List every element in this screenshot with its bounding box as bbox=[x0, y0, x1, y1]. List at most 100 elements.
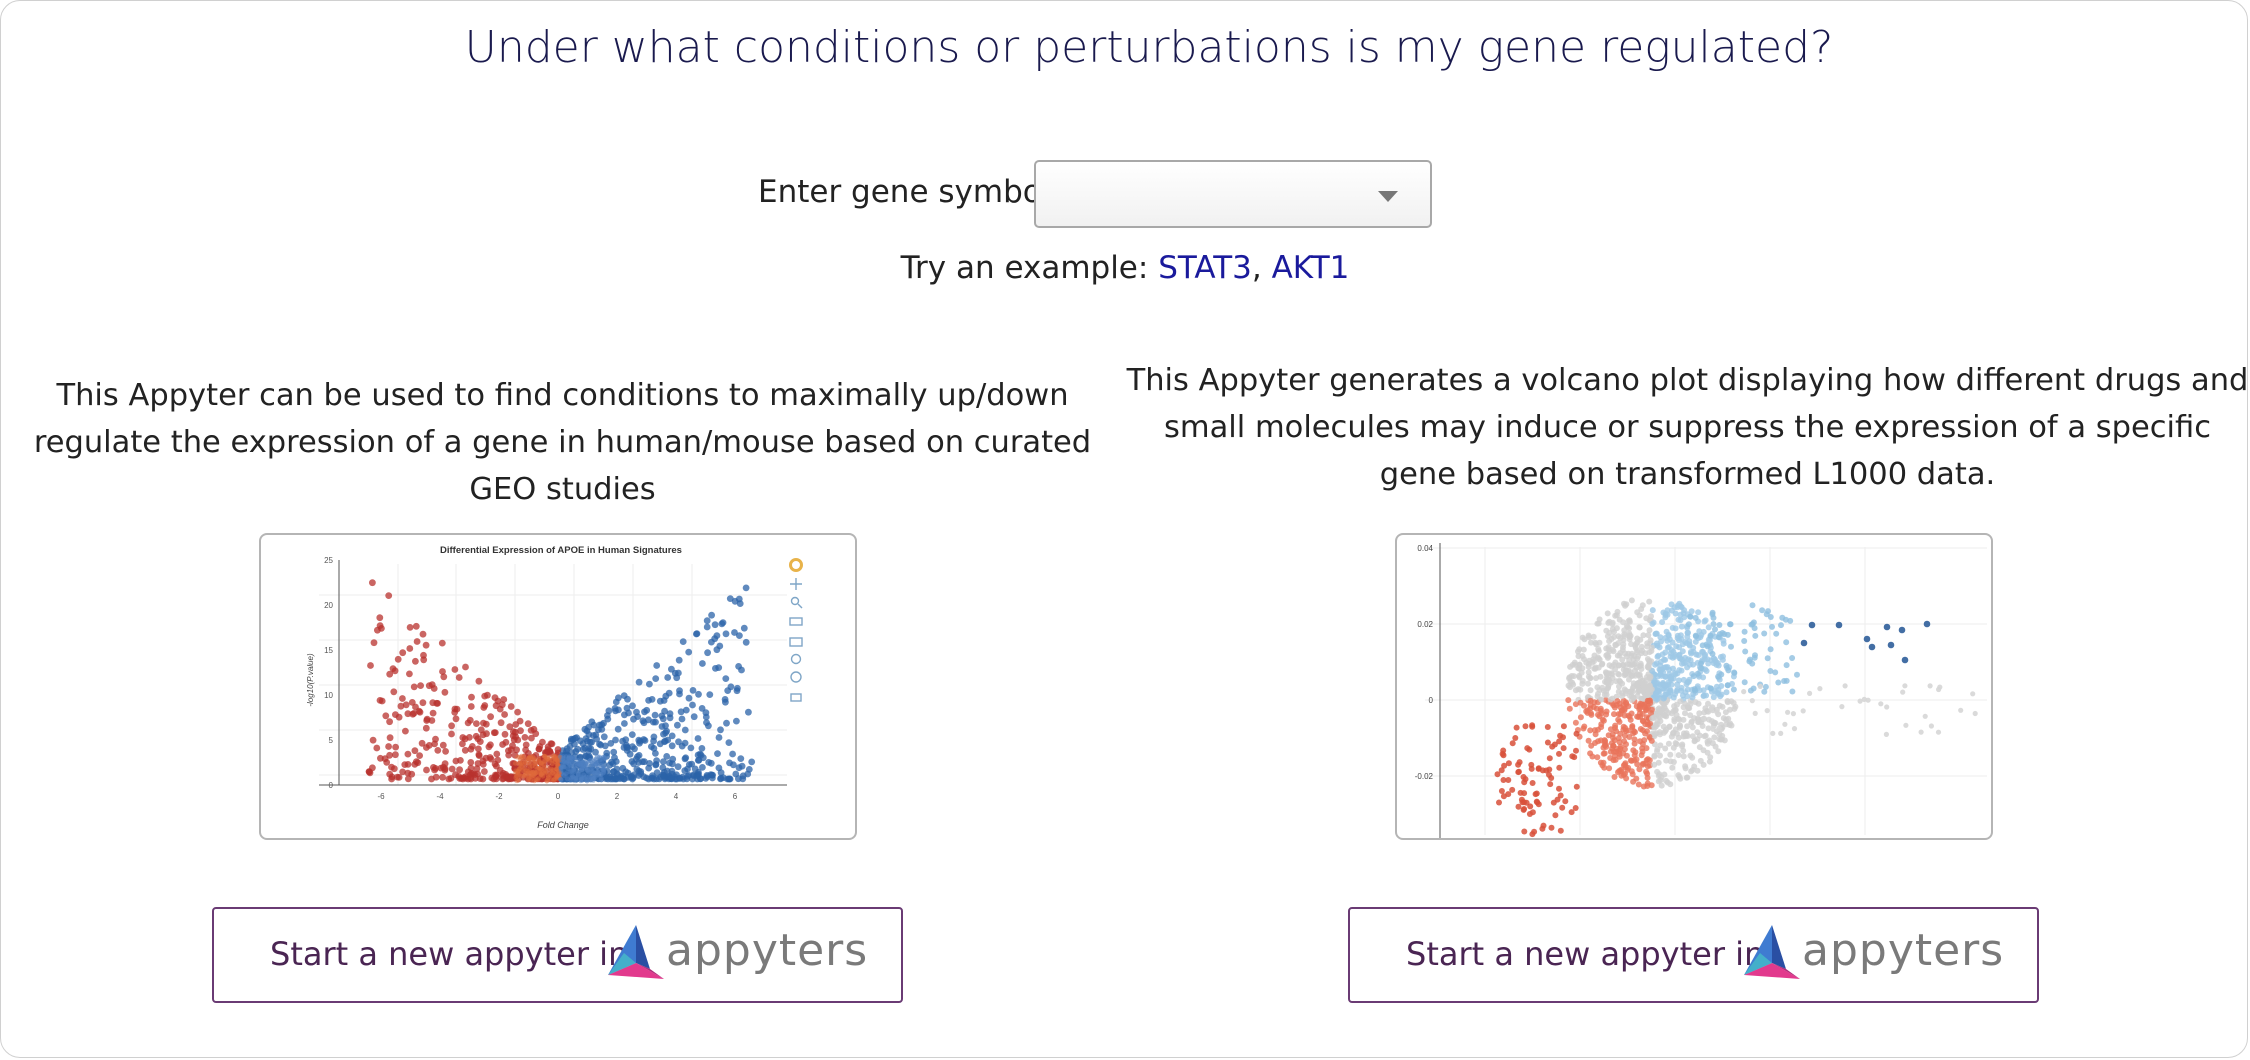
l1000-point bbox=[1599, 716, 1606, 723]
l1000-point bbox=[1663, 757, 1670, 764]
l1000-point bbox=[1762, 683, 1769, 690]
l1000-point bbox=[1601, 737, 1608, 744]
l1000-point bbox=[1692, 687, 1699, 694]
gene-symbol-select[interactable] bbox=[1034, 160, 1432, 228]
l1000-point bbox=[1695, 718, 1702, 725]
l1000-point bbox=[1800, 708, 1806, 714]
down-regulated-point bbox=[448, 730, 455, 738]
l1000-point bbox=[1770, 730, 1776, 736]
l1000-point bbox=[1586, 657, 1593, 664]
l1000-point bbox=[1494, 771, 1501, 778]
l1000-point bbox=[1643, 615, 1650, 622]
example-link-akt1[interactable]: AKT1 bbox=[1271, 250, 1350, 286]
l1000-point bbox=[1741, 689, 1747, 695]
l1000-point bbox=[1554, 796, 1561, 803]
chevron-down-icon[interactable] bbox=[1378, 191, 1398, 202]
up-regulated-point bbox=[742, 638, 750, 646]
down-regulated-point bbox=[431, 740, 438, 748]
l1000-point bbox=[1674, 701, 1680, 708]
l1000-point bbox=[1655, 683, 1661, 690]
down-regulated-point bbox=[391, 667, 399, 675]
l1000-point bbox=[1705, 624, 1712, 631]
up-regulated-point bbox=[582, 735, 590, 742]
down-regulated-point bbox=[527, 765, 533, 771]
l1000-point bbox=[1636, 624, 1643, 631]
down-regulated-point bbox=[535, 745, 543, 753]
up-regulated-point bbox=[668, 732, 676, 740]
l1000-point bbox=[1662, 712, 1668, 719]
l1000-point bbox=[1728, 643, 1734, 650]
up-regulated-point bbox=[708, 771, 716, 779]
l1000-point bbox=[1509, 740, 1516, 747]
l1000-volcano-preview[interactable]: 0.04 0.02 0 -0.02 bbox=[1395, 533, 1993, 840]
example-link-stat3[interactable]: STAT3 bbox=[1158, 250, 1252, 286]
l1000-point bbox=[1613, 748, 1620, 755]
down-regulated-point bbox=[469, 743, 476, 750]
l1000-point bbox=[1636, 710, 1643, 717]
down-regulated-point bbox=[552, 756, 558, 762]
l1000-point bbox=[1936, 686, 1942, 693]
up-regulated-point bbox=[722, 675, 730, 682]
down-regulated-point bbox=[487, 755, 495, 763]
l1000-point bbox=[1783, 662, 1790, 669]
up-regulated-point bbox=[593, 761, 599, 767]
l1000-point bbox=[1616, 677, 1623, 684]
down-regulated-point bbox=[413, 758, 420, 766]
l1000-point bbox=[1857, 698, 1863, 704]
l1000-point bbox=[1597, 705, 1604, 712]
l1000-point bbox=[1515, 803, 1522, 810]
up-regulated-point bbox=[675, 738, 682, 746]
l1000-point bbox=[1577, 714, 1584, 721]
l1000-point bbox=[1580, 646, 1587, 653]
l1000-point bbox=[1671, 718, 1678, 725]
l1000-point bbox=[1619, 656, 1626, 663]
down-regulated-point bbox=[547, 740, 555, 747]
l1000-point bbox=[1759, 607, 1766, 614]
l1000-point bbox=[1623, 775, 1630, 782]
up-regulated-point bbox=[643, 774, 650, 782]
l1000-point bbox=[1657, 718, 1664, 725]
l1000-point bbox=[1634, 649, 1641, 656]
l1000-point bbox=[1634, 635, 1641, 642]
l1000-point bbox=[1749, 602, 1756, 609]
down-regulated-point bbox=[373, 744, 381, 752]
l1000-point bbox=[1593, 675, 1599, 682]
l1000-point bbox=[1517, 789, 1524, 796]
up-regulated-point bbox=[708, 611, 715, 619]
l1000-point bbox=[1535, 765, 1542, 772]
up-regulated-point bbox=[660, 773, 668, 780]
l1000-point bbox=[1661, 771, 1668, 778]
down-regulated-point bbox=[524, 720, 532, 728]
down-regulated-point bbox=[399, 768, 406, 776]
start-appyter-l1000-button[interactable]: Start a new appyter in appyters bbox=[1348, 907, 2039, 1003]
up-regulated-point bbox=[687, 744, 695, 752]
l1000-point bbox=[1687, 712, 1694, 719]
down-regulated-point bbox=[406, 624, 414, 631]
down-regulated-point bbox=[386, 718, 393, 726]
l1000-point bbox=[1616, 718, 1623, 725]
l1000-point bbox=[1548, 824, 1555, 831]
up-regulated-point bbox=[637, 770, 645, 777]
down-regulated-point bbox=[452, 757, 460, 765]
up-regulated-point bbox=[740, 624, 748, 632]
start-appyter-geo-button[interactable]: Start a new appyter in appyters bbox=[212, 907, 903, 1003]
geo-volcano-preview[interactable]: Differential Expression of APOE in Human… bbox=[259, 533, 857, 840]
l1000-point bbox=[1672, 610, 1679, 617]
l1000-point bbox=[1923, 620, 1931, 628]
l1000-point bbox=[1684, 686, 1691, 693]
down-regulated-point bbox=[452, 715, 460, 723]
down-regulated-point bbox=[441, 760, 449, 767]
l1000-point bbox=[1605, 732, 1612, 739]
down-regulated-point bbox=[556, 771, 562, 777]
up-regulated-point bbox=[623, 743, 631, 751]
l1000-point bbox=[1621, 746, 1628, 753]
l1000-point bbox=[1581, 656, 1587, 663]
down-regulated-point bbox=[422, 641, 430, 649]
l1000-point bbox=[1515, 761, 1522, 768]
up-regulated-point bbox=[704, 649, 711, 657]
up-regulated-point bbox=[668, 742, 676, 750]
l1000-point bbox=[1657, 752, 1663, 759]
up-regulated-point bbox=[721, 696, 729, 703]
down-regulated-point bbox=[406, 670, 413, 678]
down-regulated-point bbox=[461, 746, 469, 754]
